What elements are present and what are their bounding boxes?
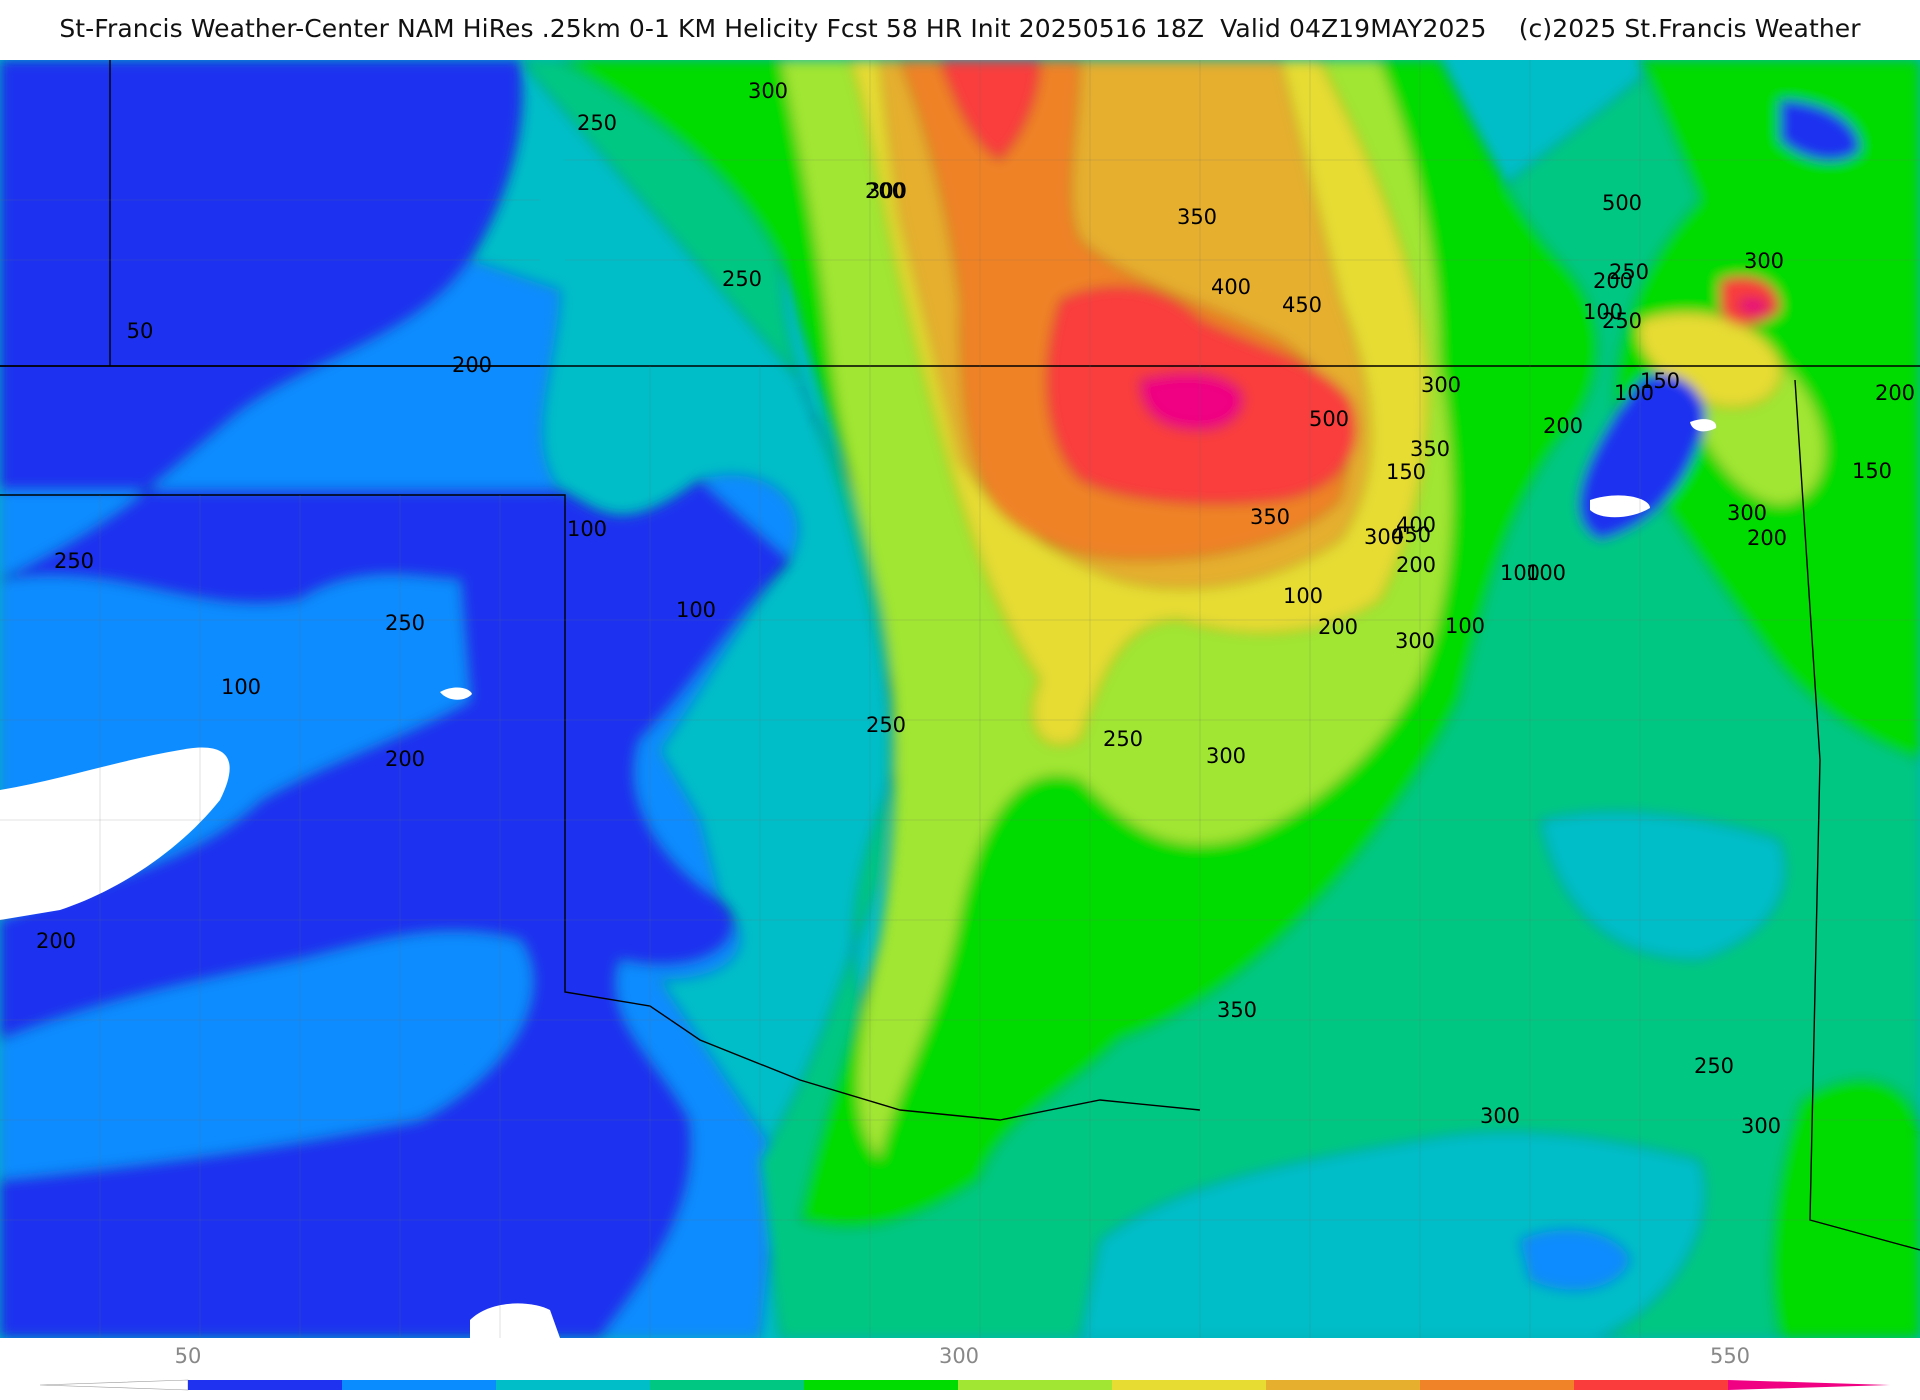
contour-label: 200 bbox=[865, 179, 905, 203]
contour-label: 100 bbox=[221, 675, 261, 699]
legend-color-bin bbox=[1574, 1380, 1728, 1390]
zone-100-150-c bbox=[0, 931, 534, 1181]
contour-labels: 5025030020025030035040045050025020030025… bbox=[36, 79, 1915, 1138]
zone-250-300-se bbox=[1771, 1078, 1920, 1338]
contour-label: 450 bbox=[1391, 523, 1431, 547]
contour-label: 100 bbox=[1614, 381, 1654, 405]
contour-label: 350 bbox=[1250, 505, 1290, 529]
contour-label: 450 bbox=[1282, 293, 1322, 317]
map-title: St-Francis Weather-Center NAM HiRes .25k… bbox=[59, 14, 1861, 43]
color-legend-bar bbox=[39, 1379, 1890, 1391]
contour-label: 300 bbox=[1421, 373, 1461, 397]
contour-label: 300 bbox=[1741, 1114, 1781, 1138]
contour-label: 300 bbox=[1480, 1104, 1520, 1128]
legend-color-bin bbox=[804, 1380, 958, 1390]
contour-label: 100 bbox=[676, 598, 716, 622]
contour-label: 250 bbox=[1609, 260, 1649, 284]
zone-east-teal bbox=[1539, 811, 1786, 961]
zone-ne-blue-b bbox=[1779, 99, 1861, 162]
contour-label: 400 bbox=[1396, 513, 1436, 537]
helicity-map: 5025030020025030035040045050025020030025… bbox=[0, 60, 1920, 1338]
contour-label: 200 bbox=[452, 353, 492, 377]
contour-label: 250 bbox=[866, 713, 906, 737]
contour-label: 250 bbox=[54, 549, 94, 573]
zone-100-150 bbox=[0, 259, 562, 581]
contour-label: 200 bbox=[1396, 553, 1436, 577]
zone-100-150-d bbox=[599, 474, 799, 1338]
contour-label: 200 bbox=[36, 929, 76, 953]
contour-label: 250 bbox=[577, 111, 617, 135]
contour-label: 400 bbox=[1211, 275, 1251, 299]
contour-label: 100 bbox=[1283, 584, 1323, 608]
legend-max-arrow bbox=[1728, 1380, 1890, 1390]
contour-label: 250 bbox=[1694, 1054, 1734, 1078]
contour-label: 100 bbox=[1526, 561, 1566, 585]
contour-label: 300 bbox=[1364, 525, 1404, 549]
contour-label: 200 bbox=[1593, 269, 1633, 293]
zone-500-550 bbox=[939, 60, 1041, 161]
nodata-patch bbox=[0, 747, 230, 920]
contour-label: 250 bbox=[1602, 309, 1642, 333]
zone-550-plus bbox=[1139, 373, 1243, 431]
contour-label: 150 bbox=[1852, 459, 1892, 483]
legend-tick: 300 bbox=[938, 1344, 980, 1368]
contour-label: 100 bbox=[1583, 300, 1623, 324]
contour-label: 250 bbox=[722, 267, 762, 291]
legend-color-bin bbox=[650, 1380, 804, 1390]
contour-label: 300 bbox=[1727, 501, 1767, 525]
contour-label: 250 bbox=[385, 611, 425, 635]
state-boundaries bbox=[0, 60, 1920, 1251]
contour-label: 50 bbox=[127, 319, 154, 343]
zone-ne-magenta bbox=[1739, 297, 1769, 315]
legend-tick: 550 bbox=[1709, 1344, 1751, 1368]
contour-label: 300 bbox=[1744, 249, 1784, 273]
legend-color-bin bbox=[1420, 1380, 1574, 1390]
legend-color-bin bbox=[958, 1380, 1112, 1390]
legend-tick: 50 bbox=[174, 1344, 202, 1368]
legend-color-bin bbox=[496, 1380, 650, 1390]
contour-label: 150 bbox=[1386, 460, 1426, 484]
contour-label: 350 bbox=[1217, 998, 1257, 1022]
zone-south-blue bbox=[1519, 1229, 1631, 1291]
contour-label: 300 bbox=[1206, 744, 1246, 768]
county-lines bbox=[0, 60, 1920, 1338]
legend-min-arrow bbox=[39, 1379, 189, 1391]
contour-label: 150 bbox=[1640, 369, 1680, 393]
contour-label: 200 bbox=[385, 747, 425, 771]
contour-label: 300 bbox=[867, 179, 907, 203]
contour-label: 250 bbox=[1103, 727, 1143, 751]
contour-label: 200 bbox=[1875, 381, 1915, 405]
nodata-patch bbox=[1690, 419, 1717, 432]
contour-label: 100 bbox=[567, 517, 607, 541]
contour-label: 300 bbox=[1395, 629, 1435, 653]
nodata-patch bbox=[1590, 495, 1650, 518]
contour-label: 200 bbox=[1747, 526, 1787, 550]
contour-label: 100 bbox=[1445, 614, 1485, 638]
contour-label: 350 bbox=[1410, 437, 1450, 461]
legend-color-bin bbox=[1112, 1380, 1266, 1390]
legend-color-bin bbox=[188, 1380, 342, 1390]
nodata-patch bbox=[470, 1303, 560, 1338]
contour-label: 200 bbox=[1318, 615, 1358, 639]
contour-label: 100 bbox=[1500, 561, 1540, 585]
contour-label: 500 bbox=[1602, 191, 1642, 215]
contour-label: 350 bbox=[1177, 205, 1217, 229]
contour-label: 300 bbox=[748, 79, 788, 103]
legend-color-bin bbox=[1266, 1380, 1420, 1390]
contour-label: 200 bbox=[1543, 414, 1583, 438]
nodata-patch bbox=[440, 687, 472, 700]
contour-label: 500 bbox=[1309, 407, 1349, 431]
legend-color-bin bbox=[342, 1380, 496, 1390]
